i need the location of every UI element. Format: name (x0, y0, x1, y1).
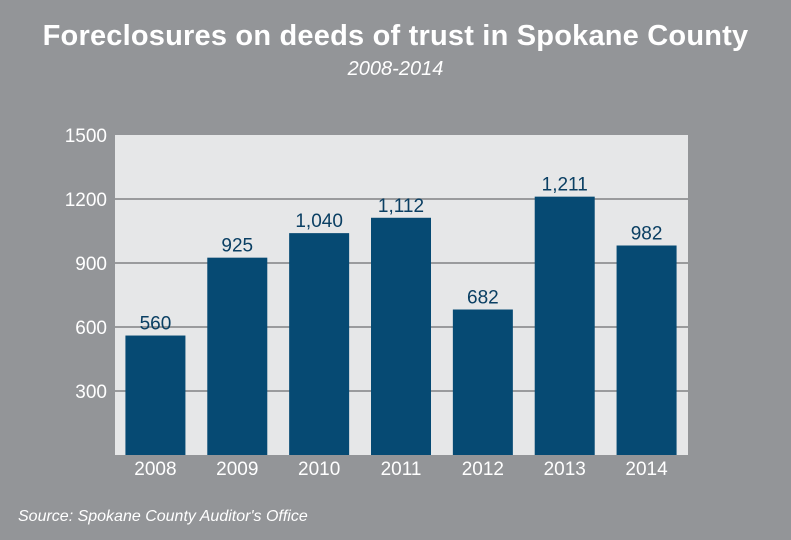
x-tick-label: 2012 (462, 459, 504, 480)
bar-2010 (289, 233, 350, 455)
x-tick-label: 2009 (216, 459, 258, 480)
data-label: 1,211 (542, 175, 588, 196)
data-label: 1,040 (295, 211, 343, 232)
bar-2012 (452, 309, 513, 455)
data-label: 925 (221, 236, 253, 257)
y-tick-label: 1500 (65, 126, 107, 147)
bar-2009 (207, 257, 268, 455)
bar-2008 (125, 335, 186, 455)
x-tick-label: 2013 (544, 459, 586, 480)
data-label: 1,112 (378, 196, 424, 217)
x-tick-label: 2008 (134, 459, 176, 480)
chart-title: Foreclosures on deeds of trust in Spokan… (42, 20, 749, 52)
x-tick-label: 2014 (625, 459, 668, 480)
source-note: Source: Spokane County Auditor's Office (18, 508, 308, 525)
y-tick-label: 300 (75, 382, 107, 403)
x-tick-label: 2010 (298, 459, 340, 480)
data-label: 682 (467, 288, 499, 309)
chart-subtitle: 2008-2014 (347, 58, 444, 80)
bar-2011 (371, 217, 431, 455)
data-label: 560 (140, 314, 172, 335)
y-tick-label: 1200 (65, 190, 107, 211)
bar-2014 (616, 245, 677, 455)
x-tick-label: 2011 (381, 459, 422, 480)
data-label: 982 (631, 224, 663, 245)
bar-2013 (534, 196, 595, 456)
y-tick-label: 600 (75, 318, 107, 339)
y-tick-label: 900 (75, 254, 107, 275)
